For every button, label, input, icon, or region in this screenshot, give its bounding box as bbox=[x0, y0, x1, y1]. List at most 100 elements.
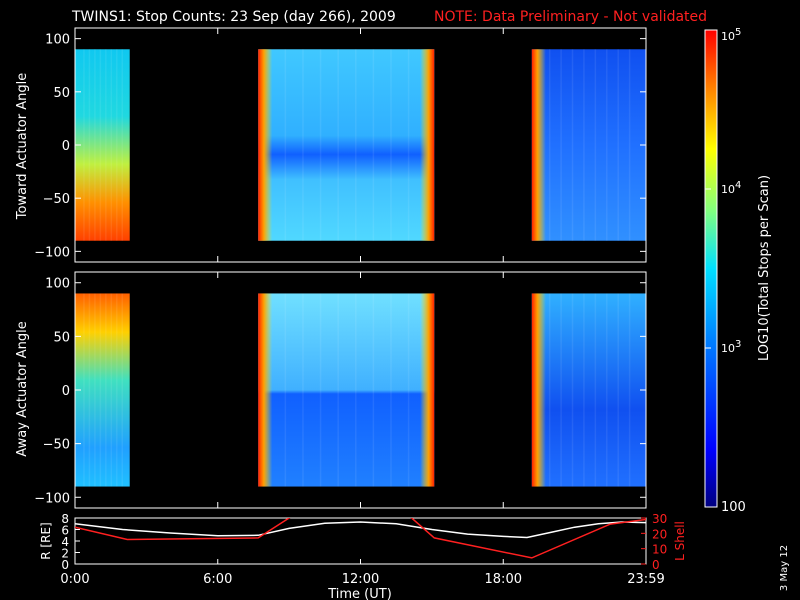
ytick-label: 50 bbox=[53, 86, 70, 101]
heatmap-block bbox=[531, 293, 646, 487]
orbit-right-tick-label: 30 bbox=[652, 512, 667, 526]
xlabel-time: Time (UT) bbox=[327, 587, 392, 600]
ytick-label: −50 bbox=[43, 192, 70, 207]
toward-actuator-heatmap: 100 50 0 −50 −100 bbox=[34, 27, 647, 263]
away-actuator-heatmap: 100 50 0 −50 −100 bbox=[34, 271, 647, 509]
heatmap-block bbox=[258, 293, 435, 487]
orbit-left-tick-label: 0 bbox=[61, 558, 69, 572]
orbit-left-tick-label: 8 bbox=[61, 512, 69, 526]
heatmap-edge-right bbox=[420, 49, 435, 241]
orbit-right-tick-label: 20 bbox=[652, 527, 667, 541]
heatmap-edge-left bbox=[531, 293, 546, 487]
heatmap-streak bbox=[594, 293, 597, 487]
heatmap-streak bbox=[121, 293, 124, 487]
heatmap-streak bbox=[560, 49, 562, 241]
heatmap-block bbox=[531, 49, 646, 241]
heatmap-streak bbox=[110, 49, 113, 241]
colorbar-tick-label: 103 bbox=[721, 339, 741, 355]
ytick-label: −100 bbox=[34, 245, 70, 260]
heatmap-streak bbox=[606, 293, 608, 487]
heatmap-streak bbox=[284, 293, 287, 487]
heatmap-streak bbox=[583, 49, 585, 241]
orbit-left-ylabel: R [RE] bbox=[39, 522, 53, 559]
away-ylabel: Away Actuator Angle bbox=[15, 321, 30, 456]
heatmap-streak bbox=[548, 49, 551, 241]
heatmap-streak bbox=[594, 49, 597, 241]
heatmap-streak bbox=[88, 293, 91, 487]
heatmap-edge-right bbox=[420, 293, 435, 487]
heatmap-streak bbox=[284, 49, 287, 241]
heatmap-streak bbox=[302, 293, 304, 487]
heatmap-streak bbox=[571, 293, 574, 487]
orbit-left-tick-label: 2 bbox=[61, 547, 69, 561]
heatmap-streak bbox=[355, 49, 357, 241]
heatmap-streak bbox=[407, 49, 410, 241]
heatmap-block bbox=[75, 293, 130, 487]
xtick-label: 18:00 bbox=[485, 572, 522, 587]
date-stamp: 3 May 12 bbox=[779, 545, 790, 591]
toward-ylabel: Toward Actuator Angle bbox=[15, 73, 30, 220]
orbit-right-tick-label: 10 bbox=[652, 543, 667, 557]
heatmap-edge-left bbox=[258, 49, 273, 241]
heatmap-block bbox=[258, 49, 435, 241]
heatmap-streak bbox=[121, 49, 124, 241]
heatmap-streak bbox=[372, 293, 375, 487]
heatmap-streak bbox=[617, 293, 619, 487]
heatmap-streak bbox=[548, 293, 551, 487]
heatmap-streak bbox=[628, 293, 631, 487]
ytick-label: 100 bbox=[45, 277, 70, 292]
heatmap-streak bbox=[583, 293, 585, 487]
heatmap-block bbox=[75, 49, 130, 241]
heatmap-edge-left bbox=[258, 293, 273, 487]
heatmap-streak bbox=[116, 293, 118, 487]
colorbar-tick-label: 104 bbox=[721, 180, 741, 196]
orbit-right-ylabel: L Shell bbox=[673, 521, 687, 561]
xtick-label: 6:00 bbox=[203, 572, 232, 587]
heatmap-streak bbox=[94, 293, 96, 487]
heatmap-streak bbox=[617, 49, 619, 241]
heatmap-streak bbox=[88, 49, 91, 241]
r-series-line bbox=[75, 521, 646, 539]
heatmap-streak bbox=[105, 293, 107, 487]
ytick-label: 0 bbox=[62, 384, 70, 399]
colorbar bbox=[704, 29, 718, 508]
heatmap-streak bbox=[372, 49, 375, 241]
heatmap-streak bbox=[83, 49, 85, 241]
ytick-label: 0 bbox=[62, 139, 70, 154]
orbit-right-tick-label: 0 bbox=[652, 558, 660, 572]
xtick-label: 0:00 bbox=[60, 572, 89, 587]
heatmap-streak bbox=[560, 293, 562, 487]
heatmap-streak bbox=[407, 293, 410, 487]
ytick-label: −100 bbox=[34, 491, 70, 506]
heatmap-streak bbox=[94, 49, 96, 241]
colorbar-tick-label: 105 bbox=[721, 27, 741, 43]
orbit-left-tick-label: 6 bbox=[61, 524, 69, 538]
heatmap-streak bbox=[99, 293, 102, 487]
preliminary-note: NOTE: Data Preliminary - Not validated bbox=[434, 9, 707, 25]
orbit-frame bbox=[74, 517, 647, 565]
heatmap-streak bbox=[571, 49, 574, 241]
ytick-label: 50 bbox=[53, 330, 70, 345]
xtick-label: 12:00 bbox=[342, 572, 379, 587]
heatmap-streak bbox=[110, 293, 113, 487]
colorbar-label: LOG10(Total Stops per Scan) bbox=[757, 175, 772, 361]
colorbar-tick-label: 100 bbox=[721, 500, 746, 515]
heatmap-streak bbox=[319, 49, 322, 241]
ytick-label: −50 bbox=[43, 438, 70, 453]
heatmap-streak bbox=[337, 293, 339, 487]
heatmap-streak bbox=[390, 293, 392, 487]
heatmap-edge-left bbox=[531, 49, 546, 241]
figure-title: TWINS1: Stop Counts: 23 Sep (day 266), 2… bbox=[71, 9, 396, 25]
heatmap-streak bbox=[116, 49, 118, 241]
xtick-label: 23:59 bbox=[627, 572, 664, 587]
heatmap-streak bbox=[628, 49, 631, 241]
heatmap-streak bbox=[105, 49, 107, 241]
heatmap-streak bbox=[99, 49, 102, 241]
l-shell-series-line bbox=[75, 518, 646, 559]
heatmap-streak bbox=[83, 293, 85, 487]
heatmap-streak bbox=[337, 49, 339, 241]
heatmap-streak bbox=[355, 293, 357, 487]
ytick-label: 100 bbox=[45, 33, 70, 48]
